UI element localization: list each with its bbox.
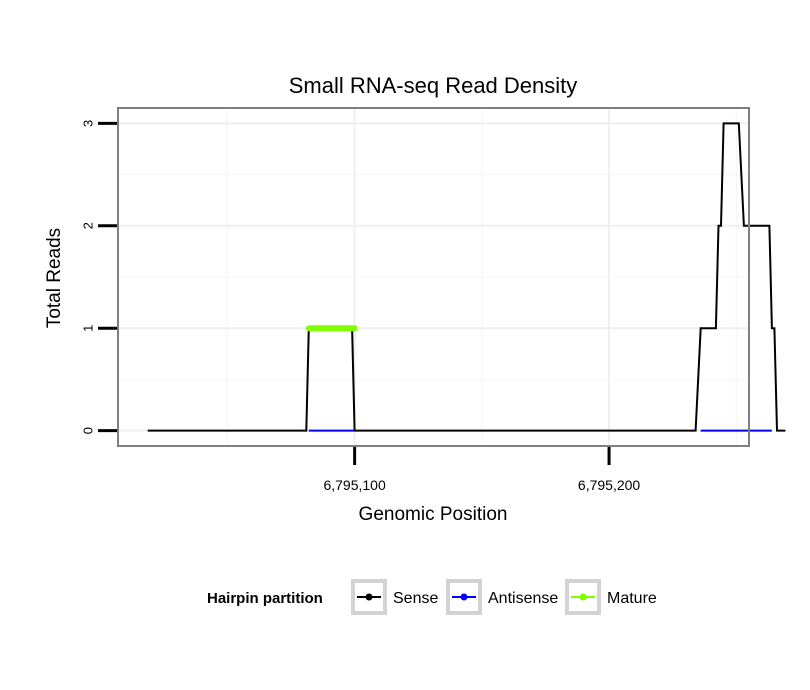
- legend-label-mature: Mature: [607, 590, 657, 607]
- legend-title: Hairpin partition: [207, 590, 323, 607]
- legend-item-mature: Mature: [565, 579, 657, 615]
- legend-label-antisense: Antisense: [488, 590, 558, 607]
- y-tick-label-3: 3: [81, 120, 96, 127]
- y-axis-label: Total Reads: [44, 228, 65, 328]
- legend-dot-mature: [579, 593, 587, 601]
- legend-item-antisense: Antisense: [446, 579, 558, 615]
- chart-title: Small RNA-seq Read Density: [289, 73, 578, 98]
- legend-dot-antisense: [460, 593, 468, 601]
- y-tick-label-2: 2: [81, 222, 96, 229]
- x-axis-label: Genomic Position: [359, 504, 508, 525]
- legend: Hairpin partition Sense Antisense Mature: [207, 579, 657, 615]
- y-tick-label-1: 1: [81, 325, 96, 332]
- legend-label-sense: Sense: [393, 590, 438, 607]
- plot-area: 0 1 2 3 6,795,100 6,795,200: [81, 107, 786, 493]
- legend-dot-sense: [365, 593, 373, 601]
- panel-border: [117, 107, 750, 447]
- x-tick-label-0: 6,795,100: [323, 477, 385, 493]
- legend-item-sense: Sense: [351, 579, 438, 615]
- y-tick-label-0: 0: [81, 427, 96, 434]
- x-tick-label-1: 6,795,200: [578, 477, 640, 493]
